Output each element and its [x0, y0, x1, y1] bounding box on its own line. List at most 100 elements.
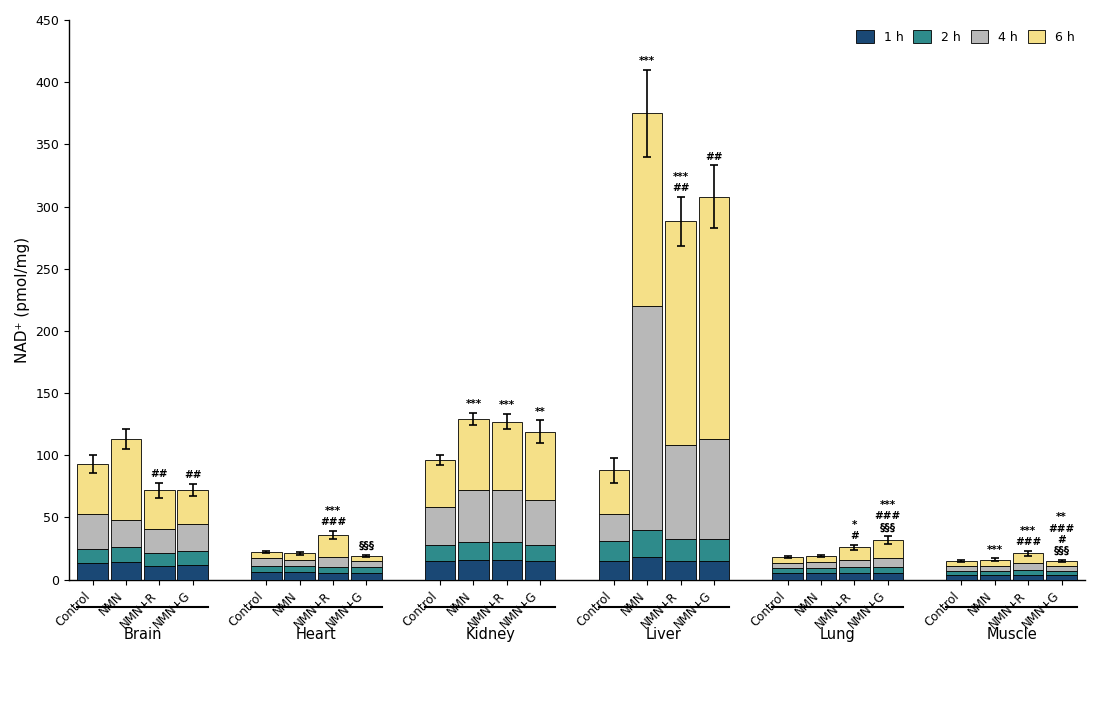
- Bar: [980, 566, 1010, 571]
- Bar: [144, 528, 175, 553]
- Bar: [251, 566, 282, 572]
- Bar: [839, 560, 870, 567]
- Bar: [285, 572, 315, 580]
- Bar: [459, 419, 488, 490]
- Bar: [318, 573, 349, 580]
- Text: ***: ***: [639, 56, 656, 66]
- Bar: [839, 548, 870, 560]
- Bar: [772, 563, 803, 568]
- Text: §§§: §§§: [359, 541, 374, 551]
- Bar: [772, 558, 803, 563]
- Bar: [285, 553, 315, 560]
- Text: ###: ###: [320, 518, 346, 528]
- Text: ***: ***: [880, 500, 895, 510]
- Bar: [351, 567, 382, 573]
- Text: Liver: Liver: [646, 627, 682, 642]
- Text: ***: ***: [498, 401, 515, 411]
- Text: **: **: [1056, 513, 1067, 523]
- Bar: [177, 490, 208, 523]
- Bar: [772, 568, 803, 573]
- Bar: [177, 565, 208, 580]
- Bar: [806, 556, 836, 562]
- Bar: [806, 562, 836, 568]
- Bar: [285, 560, 315, 566]
- Text: ###: ###: [1048, 523, 1075, 533]
- Bar: [351, 556, 382, 561]
- Bar: [459, 560, 488, 580]
- Bar: [872, 573, 903, 580]
- Bar: [806, 573, 836, 580]
- Bar: [946, 561, 977, 566]
- Text: ***: ***: [465, 399, 482, 409]
- Bar: [492, 421, 522, 490]
- Bar: [698, 561, 729, 580]
- Bar: [698, 439, 729, 538]
- Bar: [251, 558, 282, 566]
- Bar: [598, 513, 629, 541]
- Text: §§§: §§§: [1054, 546, 1069, 556]
- Bar: [632, 558, 662, 580]
- Bar: [459, 543, 488, 560]
- Bar: [980, 575, 1010, 580]
- Bar: [425, 460, 455, 508]
- Text: ##: ##: [705, 152, 723, 162]
- Bar: [872, 540, 903, 558]
- Text: ###: ###: [874, 511, 901, 521]
- Text: #: #: [850, 531, 859, 541]
- Bar: [492, 543, 522, 560]
- Bar: [1013, 563, 1044, 570]
- Bar: [1046, 575, 1077, 580]
- Y-axis label: NAD⁺ (pmol/mg): NAD⁺ (pmol/mg): [15, 237, 30, 363]
- Bar: [666, 561, 696, 580]
- Bar: [77, 464, 108, 513]
- Text: Lung: Lung: [820, 627, 856, 642]
- Bar: [1013, 570, 1044, 575]
- Bar: [251, 553, 282, 558]
- Text: ##: ##: [151, 469, 168, 479]
- Text: ***: ***: [1020, 526, 1036, 536]
- Bar: [1046, 561, 1077, 566]
- Bar: [598, 561, 629, 580]
- Bar: [77, 548, 108, 563]
- Bar: [598, 541, 629, 561]
- Bar: [946, 571, 977, 575]
- Legend: 1 h, 2 h, 4 h, 6 h: 1 h, 2 h, 4 h, 6 h: [852, 26, 1079, 47]
- Bar: [698, 538, 729, 561]
- Bar: [525, 545, 556, 561]
- Bar: [318, 567, 349, 573]
- Bar: [666, 446, 696, 538]
- Bar: [351, 561, 382, 567]
- Bar: [806, 568, 836, 573]
- Bar: [77, 513, 108, 548]
- Bar: [525, 500, 556, 545]
- Bar: [285, 566, 315, 572]
- Text: Muscle: Muscle: [987, 627, 1037, 642]
- Text: ***: ***: [987, 545, 1003, 555]
- Bar: [980, 560, 1010, 566]
- Bar: [111, 520, 141, 548]
- Bar: [1046, 566, 1077, 571]
- Bar: [318, 535, 349, 558]
- Text: Heart: Heart: [296, 627, 337, 642]
- Bar: [1013, 553, 1044, 563]
- Bar: [872, 567, 903, 573]
- Bar: [144, 553, 175, 566]
- Bar: [839, 567, 870, 573]
- Bar: [525, 431, 556, 500]
- Bar: [632, 530, 662, 558]
- Text: ***: ***: [324, 506, 341, 516]
- Bar: [177, 523, 208, 551]
- Bar: [459, 490, 488, 543]
- Text: *: *: [851, 520, 857, 530]
- Text: ###: ###: [1015, 538, 1042, 548]
- Bar: [839, 573, 870, 580]
- Bar: [425, 561, 455, 580]
- Bar: [980, 571, 1010, 575]
- Bar: [666, 222, 696, 446]
- Bar: [946, 575, 977, 580]
- Bar: [946, 566, 977, 571]
- Bar: [598, 470, 629, 513]
- Text: ##: ##: [672, 183, 690, 193]
- Text: **: **: [535, 406, 546, 416]
- Bar: [525, 561, 556, 580]
